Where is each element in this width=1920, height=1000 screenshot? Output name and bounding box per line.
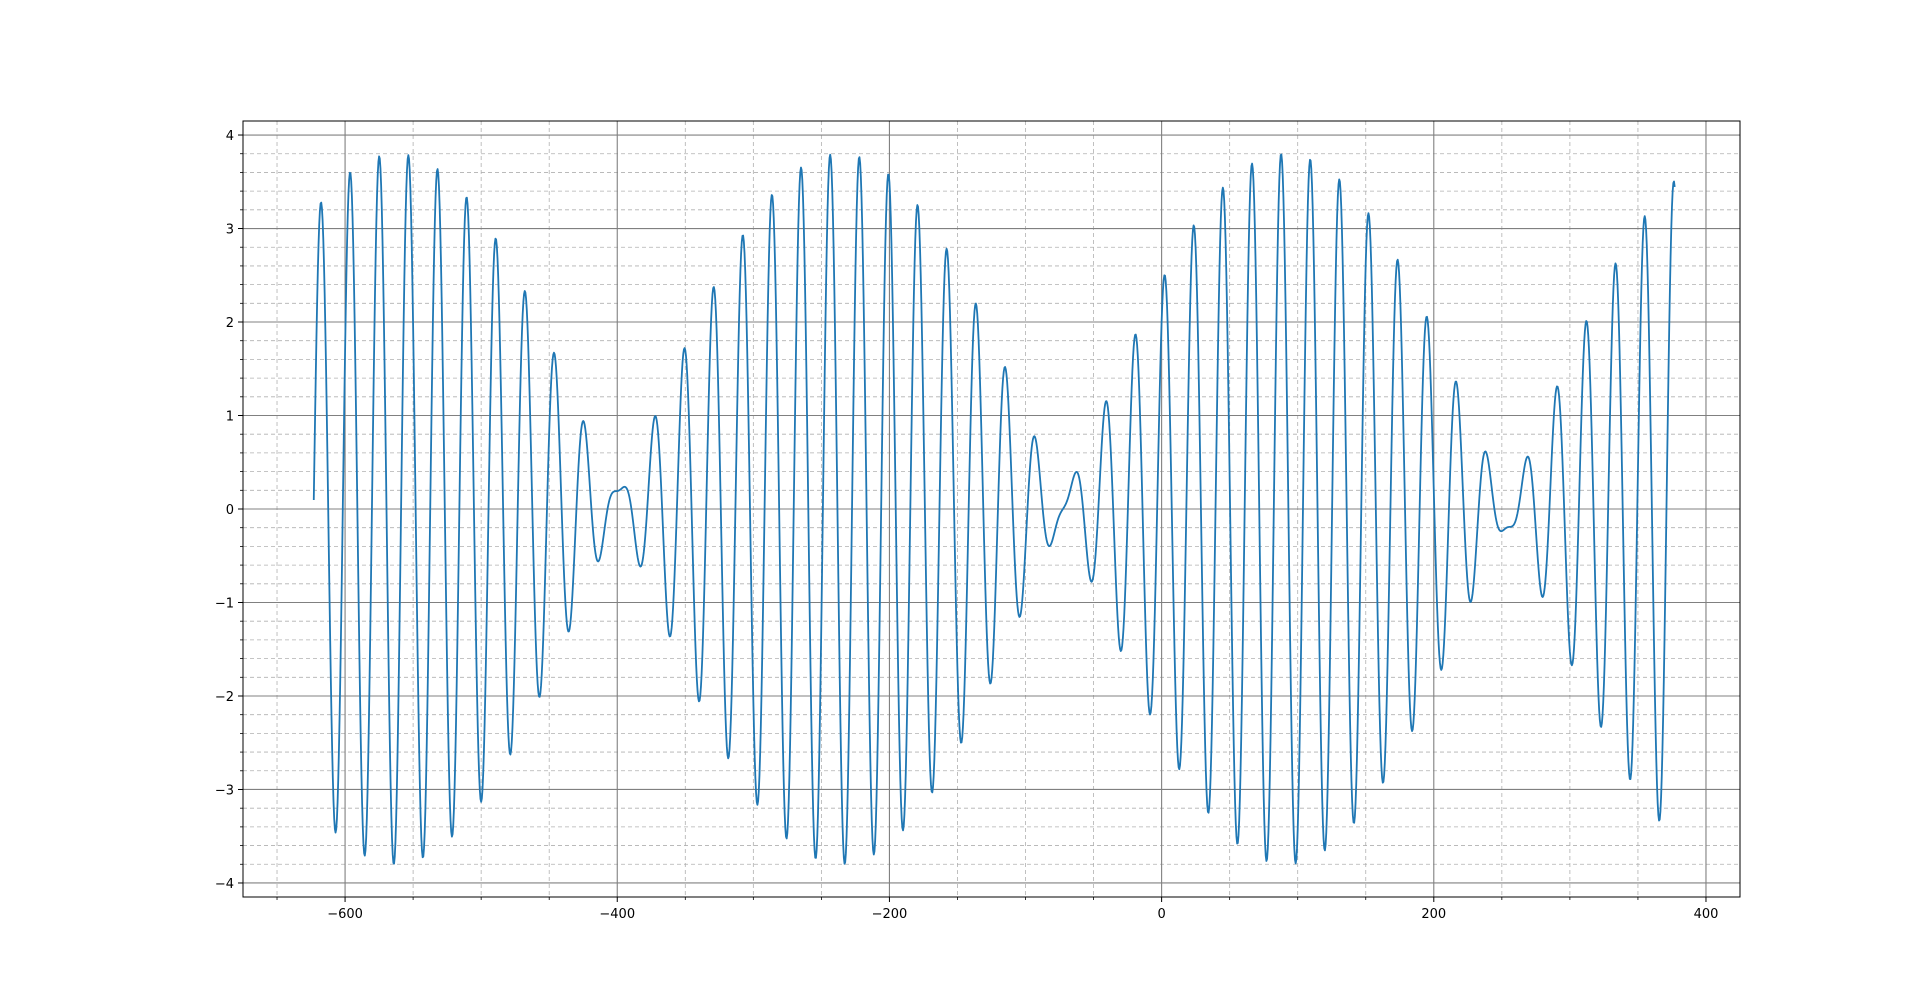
x-tick-label: 0 xyxy=(1157,907,1165,922)
x-tick-label: −200 xyxy=(872,907,908,922)
x-tick-label: 200 xyxy=(1421,907,1446,922)
y-tick-label: 1 xyxy=(226,410,234,425)
x-axis: −600 −400 −200 0 200 400 xyxy=(327,897,1718,922)
x-tick-label: −400 xyxy=(599,907,635,922)
series-line xyxy=(312,153,1676,865)
y-tick-label: −4 xyxy=(215,877,234,892)
x-tick-label: 400 xyxy=(1694,907,1719,922)
y-tick-label: −2 xyxy=(215,690,234,705)
y-tick-label: 0 xyxy=(226,503,234,518)
y-tick-label: 3 xyxy=(226,223,234,238)
y-axis: −4 −3 −2 −1 0 1 2 3 4 xyxy=(215,129,243,892)
y-tick-label: 2 xyxy=(226,316,234,331)
y-tick-label: 4 xyxy=(226,129,234,144)
y-tick-label: −1 xyxy=(215,596,234,611)
x-tick-label: −600 xyxy=(327,907,363,922)
y-tick-label: −3 xyxy=(215,783,234,798)
major-grid xyxy=(243,121,1740,897)
